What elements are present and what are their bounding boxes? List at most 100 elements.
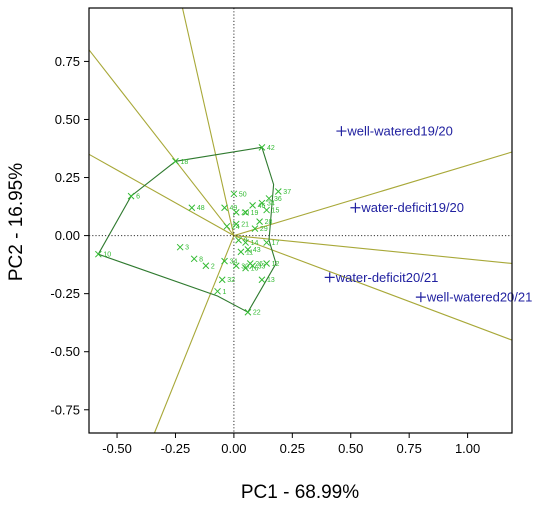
observation-point: 30: [232, 262, 249, 270]
variable-label: water-deficit19/20: [360, 200, 464, 215]
observation-marker: [190, 255, 198, 263]
observation-point: 24: [223, 222, 240, 231]
observation-point: 48: [188, 204, 205, 212]
observation-marker: [263, 239, 270, 246]
observation-label: 18: [180, 159, 188, 166]
loading-ray: [233, 235, 513, 265]
convex-hull: [97, 146, 277, 313]
observation-marker: [237, 248, 245, 256]
observation-label: 42: [267, 145, 275, 152]
observation-marker: [221, 257, 228, 265]
loading-ray: [181, 7, 235, 236]
observation-point: 32: [218, 276, 235, 284]
observation-marker: [258, 276, 266, 284]
observation-marker: [242, 264, 249, 272]
observation-marker: [232, 209, 240, 216]
observation-label: 29: [260, 226, 268, 233]
observation-point: 34: [221, 257, 238, 266]
observation-point: 8: [190, 255, 203, 263]
observation-point: 11: [237, 248, 253, 256]
observation-marker: [263, 260, 270, 267]
observation-marker: [176, 243, 184, 251]
hull-polygon: [97, 146, 277, 313]
x-tick-label: 1.00: [455, 441, 480, 456]
x-axis-title: PC1 - 68.99%: [241, 482, 359, 503]
variable-label: water-deficit20/21: [335, 270, 439, 285]
observation-marker: [249, 202, 256, 209]
observation-point: 28: [256, 218, 273, 226]
observation-point: 34: [258, 199, 275, 208]
observation-marker: [256, 218, 263, 226]
observation-point: 6: [127, 192, 140, 201]
observation-label: 34: [230, 259, 238, 266]
observation-label: 11: [246, 249, 253, 256]
variable-point: well-watered20/21: [415, 290, 532, 305]
observation-label: 26: [255, 261, 263, 268]
observation-point: 21: [232, 220, 249, 228]
observation-label: 12: [272, 261, 280, 268]
observation-label: 36: [274, 196, 282, 203]
x-tick-label: -0.25: [161, 441, 191, 456]
observation-marker: [251, 225, 259, 232]
observation-point: 20: [232, 209, 249, 217]
observation-point: 49: [221, 204, 238, 212]
observation-point: 2: [202, 262, 215, 270]
observation-point: 17: [263, 239, 280, 247]
observation-marker: [221, 204, 228, 212]
observation-point: 9: [235, 236, 248, 245]
observation-marker: [218, 276, 226, 284]
observation-marker: [230, 190, 238, 198]
observation-marker: [244, 246, 252, 253]
observation-point: 22: [244, 308, 261, 317]
observation-marker: [258, 199, 266, 207]
observation-label: 24: [232, 224, 240, 231]
observation-label: 30: [241, 263, 249, 270]
observation-marker: [232, 262, 240, 270]
y-axis-ticks: 0.75 0.50 0.25 0.00 -0.25 -0.50 -0.75: [50, 54, 89, 417]
observation-label: 15: [272, 208, 280, 215]
y-tick-label: 0.25: [55, 170, 80, 185]
variable-marker: [350, 202, 361, 213]
observation-label: 16: [251, 266, 259, 273]
observation-marker: [127, 192, 135, 200]
variable-point: water-deficit20/21: [324, 270, 439, 285]
observation-marker: [172, 157, 179, 165]
observation-label: 28: [265, 219, 273, 226]
observation-label: 33: [258, 263, 266, 270]
observation-marker: [242, 209, 249, 216]
x-tick-label: 0.25: [280, 441, 305, 456]
y-tick-label: -0.25: [50, 286, 80, 301]
x-tick-label: 0.00: [221, 441, 246, 456]
observation-label: 10: [103, 252, 111, 259]
observation-point: 14: [242, 239, 259, 247]
loading-rays: [88, 7, 513, 434]
observation-label: 14: [251, 240, 259, 247]
observation-marker: [242, 239, 249, 246]
observation-point: 16: [242, 264, 259, 273]
observation-point: 15: [263, 206, 280, 215]
observation-point: 10: [94, 250, 111, 259]
loading-ray: [88, 153, 235, 237]
y-axis-title: PC2 - 16.95%: [6, 163, 27, 281]
variable-point: well-watered19/20: [336, 124, 453, 139]
observation-point: 3: [176, 243, 189, 252]
observation-label: 48: [197, 205, 205, 212]
observation-label: 50: [239, 191, 247, 198]
variable-marker: [336, 126, 347, 137]
variable-point: water-deficit19/20: [350, 200, 464, 215]
observation-label: 2: [211, 263, 215, 270]
observation-label: 34: [267, 201, 275, 208]
observation-point: 36: [265, 195, 282, 203]
observation-label: 3: [185, 245, 189, 252]
observation-marker: [223, 222, 231, 230]
variable-points: well-watered19/20 water-deficit19/20 water…: [324, 124, 532, 305]
observation-label: 46: [258, 203, 266, 210]
y-tick-label: -0.75: [50, 402, 80, 417]
observation-label: 19: [251, 210, 259, 217]
observation-marker: [202, 262, 210, 270]
observation-label: 43: [253, 247, 261, 254]
y-tick-label: 0.75: [55, 54, 80, 69]
observation-label: 49: [230, 205, 238, 212]
observation-label: 22: [253, 310, 261, 317]
